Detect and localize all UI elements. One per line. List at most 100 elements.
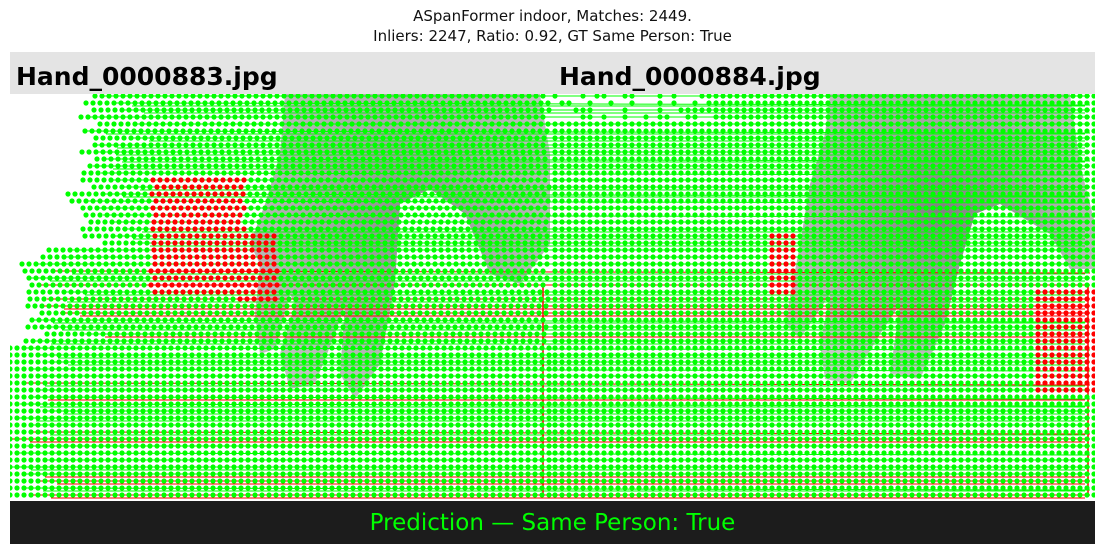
keypoint: [527, 149, 533, 155]
keypoint: [755, 226, 761, 232]
keypoint: [81, 324, 87, 330]
keypoint: [113, 317, 119, 323]
keypoint: [504, 107, 510, 113]
keypoint: [1021, 184, 1027, 190]
keypoint: [860, 135, 866, 141]
keypoint: [944, 121, 950, 127]
keypoint: [545, 100, 551, 106]
keypoint: [958, 303, 964, 309]
keypoint: [120, 142, 126, 148]
keypoint: [636, 324, 642, 330]
keypoint: [552, 254, 558, 260]
keypoint: [206, 205, 212, 211]
keypoint: [304, 226, 310, 232]
keypoint: [636, 247, 642, 253]
keypoint: [389, 247, 395, 253]
keypoint: [923, 94, 929, 99]
keypoint: [442, 94, 448, 99]
keypoint: [100, 191, 106, 197]
keypoint: [895, 317, 901, 323]
keypoint: [184, 149, 190, 155]
keypoint: [300, 212, 306, 218]
keypoint: [286, 121, 292, 127]
keypoint: [131, 261, 137, 267]
keypoint: [727, 282, 733, 288]
keypoint: [1056, 170, 1062, 176]
keypoint: [306, 275, 312, 281]
keypoint: [538, 100, 544, 106]
keypoint: [329, 184, 335, 190]
keypoint: [193, 303, 199, 309]
keypoint: [860, 128, 866, 134]
keypoint: [552, 205, 558, 211]
keypoint: [930, 191, 936, 197]
keypoint: [902, 142, 908, 148]
keypoint: [790, 219, 796, 225]
keypoint: [1077, 275, 1083, 281]
keypoint: [643, 282, 649, 288]
keypoint: [1021, 219, 1027, 225]
keypoint: [80, 177, 86, 183]
keypoint: [811, 142, 817, 148]
keypoint: [248, 205, 254, 211]
keypoint: [1056, 282, 1062, 288]
keypoint: [384, 212, 390, 218]
keypoint: [657, 324, 663, 330]
keypoint: [1077, 191, 1083, 197]
keypoint: [507, 205, 513, 211]
keypoint: [88, 247, 94, 253]
keypoint: [923, 317, 929, 323]
keypoint: [206, 177, 212, 183]
keypoint: [93, 191, 99, 197]
keypoint: [1028, 100, 1034, 106]
keypoint: [425, 289, 431, 295]
keypoint: [328, 212, 334, 218]
keypoint: [475, 121, 481, 127]
keypoint: [489, 121, 495, 127]
keypoint: [818, 317, 824, 323]
keypoint: [909, 275, 915, 281]
keypoint: [958, 156, 964, 162]
keypoint: [860, 268, 866, 274]
keypoint: [431, 240, 437, 246]
keypoint: [192, 177, 198, 183]
keypoint: [501, 324, 507, 330]
keypoint: [972, 240, 978, 246]
keypoint: [290, 156, 296, 162]
keypoint: [418, 233, 424, 239]
keypoint: [727, 191, 733, 197]
keypoint: [326, 219, 332, 225]
keypoint: [309, 114, 315, 120]
keypoint: [559, 324, 565, 330]
keypoint: [615, 170, 621, 176]
keypoint: [720, 317, 726, 323]
keypoint: [473, 219, 479, 225]
keypoint: [137, 324, 143, 330]
keypoint: [324, 135, 330, 141]
keypoint: [769, 163, 775, 169]
keypoint: [888, 163, 894, 169]
keypoint: [1035, 289, 1041, 295]
keypoint: [790, 303, 796, 309]
keypoint: [150, 163, 156, 169]
keypoint: [839, 121, 845, 127]
keypoint: [484, 268, 490, 274]
keypoint: [930, 317, 936, 323]
keypoint: [853, 205, 859, 211]
keypoint: [419, 212, 425, 218]
keypoint: [804, 163, 810, 169]
keypoint: [888, 240, 894, 246]
keypoint: [1035, 310, 1041, 316]
keypoint: [366, 135, 372, 141]
keypoint: [1014, 233, 1020, 239]
keypoint: [467, 275, 473, 281]
keypoint: [358, 94, 364, 99]
keypoint: [428, 282, 434, 288]
keypoint: [393, 282, 399, 288]
keypoint: [502, 261, 508, 267]
keypoint: [289, 149, 295, 155]
keypoint: [979, 289, 985, 295]
keypoint: [199, 226, 205, 232]
keypoint: [965, 247, 971, 253]
keypoint: [783, 226, 789, 232]
